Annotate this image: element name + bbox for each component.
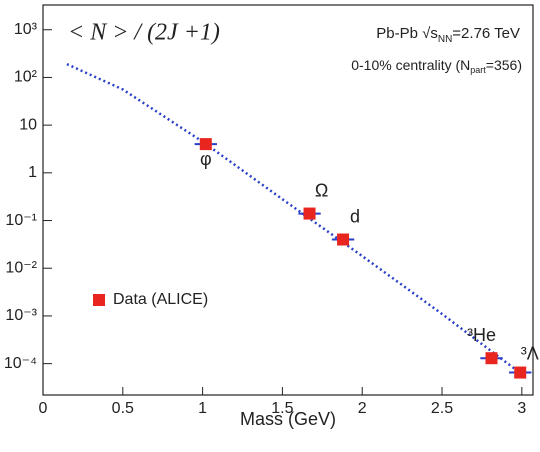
y-tick-label: 10⁻³ — [5, 307, 37, 324]
data-point — [514, 366, 527, 379]
y-tick-label: 10⁻² — [5, 259, 37, 276]
y-tick-label: 1 — [28, 164, 37, 181]
x-tick-label: 1 — [198, 400, 207, 417]
annotation-sub: NN — [438, 34, 452, 45]
point-label: Ω — [315, 180, 328, 200]
y-tick-label: 10³ — [14, 21, 38, 38]
point-label: ³He — [467, 325, 496, 345]
x-tick-label: 2.5 — [431, 400, 453, 417]
point-label: d — [350, 206, 360, 226]
point-label: φ — [200, 149, 212, 169]
data-point — [337, 233, 350, 246]
annotation-text: 0-10% centrality (N — [351, 57, 470, 73]
x-tick-label: 3 — [517, 400, 526, 417]
chart-title: < N > / (2J +1) — [68, 20, 220, 46]
y-tick-label: 10² — [14, 69, 38, 86]
x-tick-label: 2 — [358, 400, 367, 417]
data-point — [199, 138, 212, 151]
annotation-text: Pb-Pb √s — [376, 25, 438, 42]
y-tick-label: 10 — [19, 116, 37, 133]
y-tick-label: 10⁻¹ — [5, 212, 37, 229]
fit-line — [66, 62, 523, 376]
data-point — [485, 352, 498, 365]
x-tick-label: 0.5 — [112, 400, 134, 417]
x-tick-label: 0 — [39, 400, 48, 417]
x-tick-label: 1.5 — [271, 400, 293, 417]
plot-frame — [42, 4, 534, 396]
data-point — [303, 207, 316, 220]
annotation: Pb-Pb √sNN=2.76 TeV — [376, 25, 520, 45]
legend-marker — [93, 294, 105, 306]
annotation-text: =2.76 TeV — [452, 25, 520, 42]
x-axis-label: Mass (GeV) — [240, 409, 336, 429]
y-tick-label: 10⁻⁴ — [4, 355, 37, 372]
annotation-sub: part — [470, 65, 486, 75]
annotation-text: =356) — [486, 57, 522, 73]
annotation: 0-10% centrality (Npart=356) — [351, 57, 522, 76]
legend-label: Data (ALICE) — [113, 291, 208, 308]
point-label: ³ΛH — [521, 343, 540, 363]
